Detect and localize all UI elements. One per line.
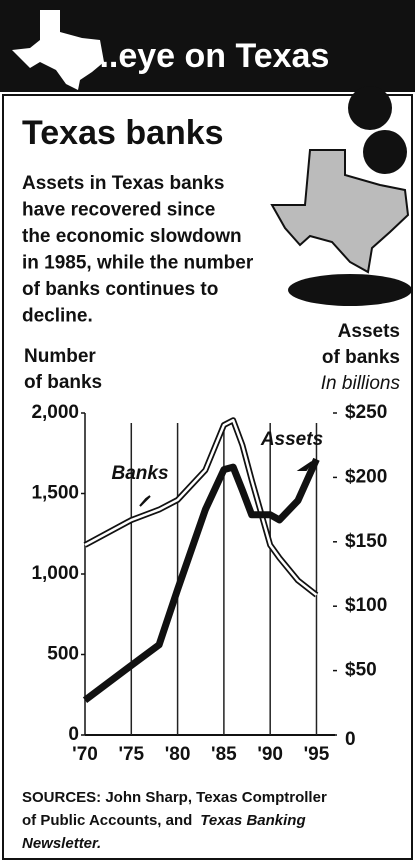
annotation-arrow xyxy=(139,495,151,507)
x-tick-label: '70 xyxy=(72,744,98,765)
x-tick-label: '80 xyxy=(165,744,191,765)
x-tick-label: '95 xyxy=(304,744,330,765)
header-title: ...eye on Texas xyxy=(90,37,329,75)
decor-texas xyxy=(270,149,410,274)
decor-dot xyxy=(363,130,407,174)
annotation-arrow xyxy=(296,461,313,471)
series-label: Assets xyxy=(260,429,323,450)
y2-tick-label: $250 xyxy=(345,402,387,423)
y2-axis-title: Assets xyxy=(338,321,400,342)
texas-icon xyxy=(12,10,104,90)
y-tick-label: 500 xyxy=(47,644,79,665)
subtitle-line: of banks continues to xyxy=(22,279,218,300)
y2-tick-label: $100 xyxy=(345,595,387,616)
decor-base xyxy=(288,274,412,306)
source-line: SOURCES: John Sharp, Texas Comptroller xyxy=(22,789,327,806)
x-tick-label: '90 xyxy=(257,744,283,765)
series-label: Banks xyxy=(111,463,168,484)
y-axis-title: of banks xyxy=(24,372,102,393)
y-axis-title: Number xyxy=(24,346,96,367)
y2-tick-label: $150 xyxy=(345,531,387,552)
y2-tick-label: 0 xyxy=(345,729,356,750)
x-tick-label: '75 xyxy=(118,744,144,765)
chart-title: Texas banks xyxy=(22,114,224,152)
source-line: Newsletter. xyxy=(22,835,101,852)
frame xyxy=(2,94,413,860)
y-tick-label: 0 xyxy=(68,724,79,745)
decor-dot xyxy=(348,86,392,130)
subtitle-line: the economic slowdown xyxy=(22,226,242,247)
subtitle-line: in 1985, while the number xyxy=(22,253,254,274)
source-line: Texas Banking xyxy=(200,812,305,829)
y2-axis-title: In billions xyxy=(321,373,401,394)
y-tick-label: 2,000 xyxy=(31,402,79,423)
y2-tick-label: $50 xyxy=(345,660,377,681)
y2-axis-title: of banks xyxy=(322,347,400,368)
y-tick-label: 1,000 xyxy=(31,563,79,584)
source-line: of Public Accounts, and xyxy=(22,812,192,829)
x-tick-label: '85 xyxy=(211,744,237,765)
banks-line xyxy=(84,418,318,596)
y2-tick-label: $200 xyxy=(345,466,387,487)
subtitle-line: Assets in Texas banks xyxy=(22,173,224,194)
subtitle-line: have recovered since xyxy=(22,200,215,221)
subtitle-line: decline. xyxy=(22,306,93,327)
assets-line xyxy=(82,457,320,704)
y-tick-label: 1,500 xyxy=(31,483,79,504)
